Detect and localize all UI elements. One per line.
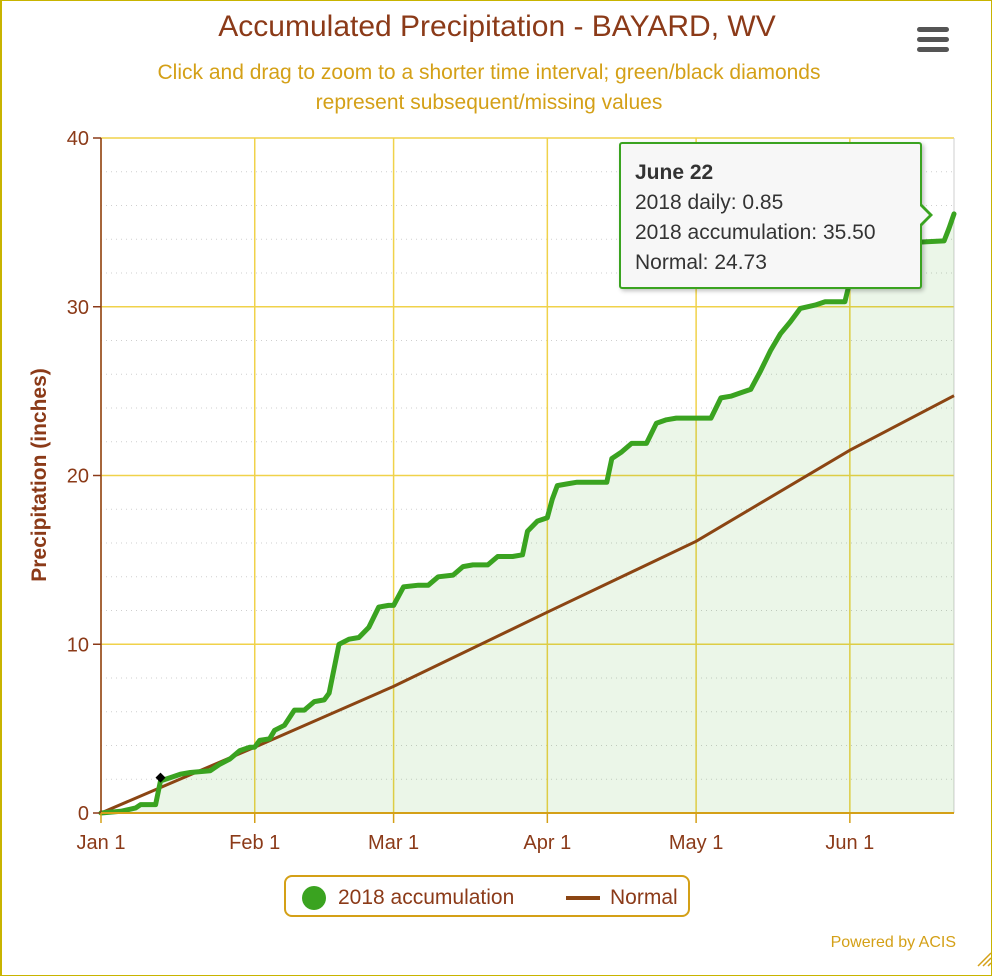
legend-item-normal[interactable]: Normal xyxy=(566,877,678,919)
hamburger-menu-icon[interactable] xyxy=(915,27,951,53)
tooltip-daily: 2018 daily: 0.85 xyxy=(635,191,784,214)
x-tick-label: May 1 xyxy=(669,832,723,854)
tooltip: June 22 2018 daily: 0.85 2018 accumulati… xyxy=(619,142,922,289)
credit-link[interactable]: Powered by ACIS xyxy=(830,934,956,951)
chart-legend: 2018 accumulation Normal xyxy=(284,875,690,917)
accumulation-line xyxy=(98,211,957,816)
subtitle-line-2: represent subsequent/missing values xyxy=(315,91,663,114)
y-tick-label: 0 xyxy=(78,803,89,825)
x-tick-label: Jun 1 xyxy=(825,832,874,854)
y-tick-label: 30 xyxy=(67,297,89,319)
missing-value-marker xyxy=(155,772,166,783)
chart-title: Accumulated Precipitation - BAYARD, WV xyxy=(218,10,776,43)
legend-dot-icon xyxy=(302,886,326,910)
x-tick-label: Jan 1 xyxy=(77,832,126,854)
x-tick-label: Mar 1 xyxy=(368,832,419,854)
subtitle-line-1: Click and drag to zoom to a shorter time… xyxy=(157,61,821,84)
y-tick-label: 20 xyxy=(67,466,89,488)
legend-line-icon xyxy=(566,896,600,900)
tooltip-normal: Normal: 24.73 xyxy=(635,251,767,274)
tooltip-accumulation: 2018 accumulation: 35.50 xyxy=(635,221,876,244)
y-tick-label: 40 xyxy=(67,128,89,150)
legend-item-accumulation[interactable]: 2018 accumulation xyxy=(302,877,514,919)
tooltip-date: June 22 xyxy=(635,161,714,184)
legend-label-normal: Normal xyxy=(610,886,678,909)
missing-markers xyxy=(155,772,166,783)
accumulation-area-fill xyxy=(101,213,954,813)
accumulation-area xyxy=(101,213,954,813)
x-tick-label: Feb 1 xyxy=(229,832,280,854)
x-tick-label: Apr 1 xyxy=(523,832,571,854)
axes: 0 10 20 30 40 Jan 1 Feb 1 Mar 1 Apr 1 May 1 Jun 1 xyxy=(67,128,954,854)
legend-label-accumulation: 2018 accumulation xyxy=(338,886,515,909)
resize-handle-icon[interactable] xyxy=(976,951,992,967)
chart-subtitle: Click and drag to zoom to a shorter time… xyxy=(100,58,878,118)
accumulation-series xyxy=(98,211,957,816)
y-tick-label: 10 xyxy=(67,634,89,656)
